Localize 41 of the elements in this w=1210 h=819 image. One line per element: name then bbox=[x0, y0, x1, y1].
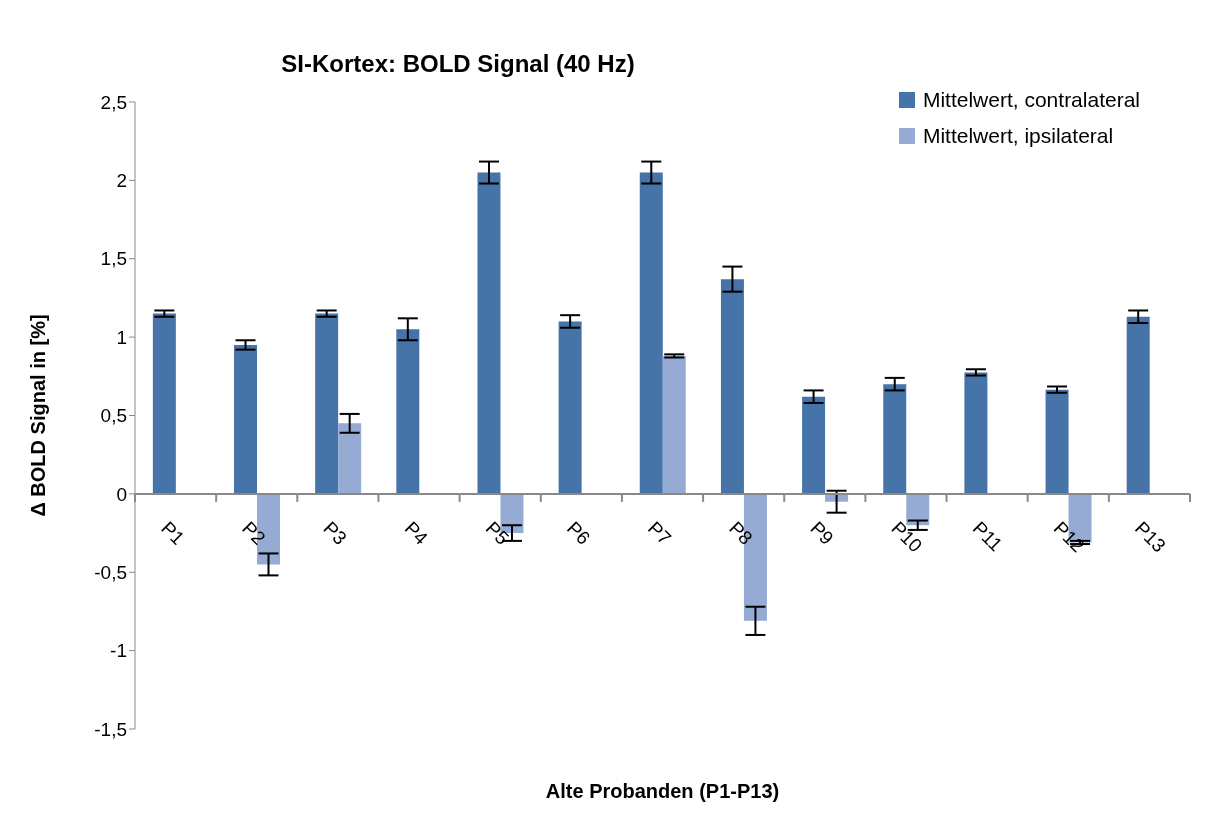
x-tick-label: P8 bbox=[725, 517, 757, 549]
x-tick-label: P9 bbox=[806, 517, 838, 549]
x-tick-label: P6 bbox=[562, 517, 595, 549]
x-tick-label: P10 bbox=[887, 517, 927, 557]
x-tick-label: P1 bbox=[157, 517, 189, 549]
bar bbox=[477, 172, 501, 494]
y-tick-label: -1 bbox=[110, 640, 127, 662]
legend-label: Mittelwert, contralateral bbox=[922, 87, 1140, 113]
bar bbox=[315, 313, 339, 494]
bar bbox=[662, 355, 686, 494]
bar bbox=[396, 329, 420, 494]
y-tick-label: 2 bbox=[116, 170, 127, 192]
bar bbox=[1045, 389, 1069, 494]
chart-title: SI-Kortex: BOLD Signal (40 Hz) bbox=[280, 50, 636, 78]
bar bbox=[883, 384, 907, 494]
bar bbox=[1126, 316, 1150, 494]
legend-label: Mittelwert, ipsilateral bbox=[922, 123, 1114, 149]
y-tick-label: 0,5 bbox=[100, 405, 127, 427]
bar bbox=[234, 344, 258, 494]
x-tick-label: P13 bbox=[1130, 517, 1170, 557]
x-tick-label: P5 bbox=[481, 517, 513, 549]
y-axis-title: Δ BOLD Signal in [%] bbox=[27, 314, 50, 517]
bar bbox=[720, 279, 744, 494]
x-tick-label: P3 bbox=[319, 517, 351, 549]
x-tick-label: P2 bbox=[238, 517, 270, 549]
bar bbox=[964, 372, 988, 494]
bar bbox=[338, 423, 362, 494]
bar bbox=[802, 396, 826, 494]
y-tick-label: -1,5 bbox=[94, 718, 127, 740]
x-tick-label: P4 bbox=[400, 517, 433, 550]
bar bbox=[639, 172, 663, 494]
y-tick-label: 1,5 bbox=[100, 248, 127, 270]
y-tick-label: 1 bbox=[116, 326, 127, 348]
y-tick-label: -0,5 bbox=[94, 561, 127, 583]
bar bbox=[152, 313, 176, 494]
x-tick-label: P11 bbox=[968, 517, 1007, 556]
y-tick-label: 2,5 bbox=[100, 91, 127, 113]
y-tick-label: 0 bbox=[116, 483, 127, 505]
bar bbox=[558, 321, 582, 494]
x-axis-title: Alte Probanden (P1-P13) bbox=[545, 780, 780, 802]
x-tick-label: P7 bbox=[644, 517, 676, 549]
